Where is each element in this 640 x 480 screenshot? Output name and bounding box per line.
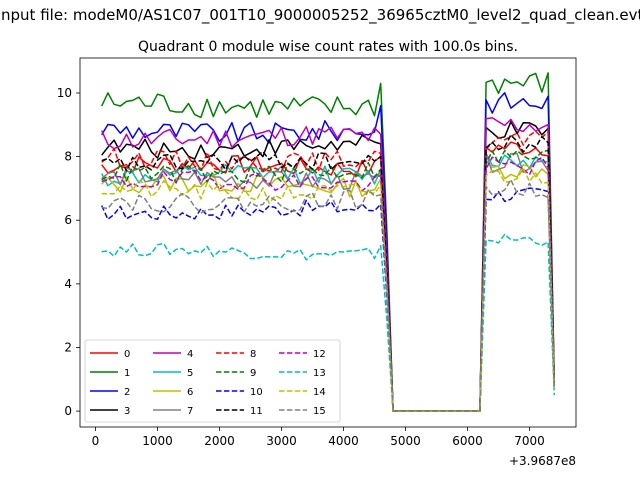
series-line-9 <box>101 149 556 412</box>
legend-label: 0 <box>124 349 130 360</box>
series-line-14 <box>101 167 556 412</box>
plot-lines <box>101 72 556 412</box>
legend-label: 9 <box>250 368 256 379</box>
x-tick-label: 4000 <box>328 434 359 448</box>
y-tick-label: 8 <box>64 150 72 164</box>
legend-label: 15 <box>313 406 326 417</box>
y-tick-label: 4 <box>64 277 72 291</box>
x-tick-label: 6000 <box>452 434 483 448</box>
series-line-8 <box>101 130 556 412</box>
x-tick-label: 2000 <box>204 434 235 448</box>
x-tick-label: 7000 <box>514 434 545 448</box>
legend-label: 8 <box>250 349 256 360</box>
legend-label: 5 <box>187 368 193 379</box>
legend-label: 7 <box>187 406 193 417</box>
legend-label: 11 <box>250 406 263 417</box>
legend-label: 10 <box>250 387 263 398</box>
y-tick-label: 2 <box>64 340 72 354</box>
x-tick-label: 3000 <box>266 434 297 448</box>
y-tick-label: 10 <box>57 86 72 100</box>
plot-frame <box>79 57 577 428</box>
x-tick-label: 5000 <box>390 434 421 448</box>
chart-title: Quadrant 0 module wise count rates with … <box>138 39 518 55</box>
legend-label: 14 <box>313 387 326 398</box>
x-tick-label: 0 <box>92 434 100 448</box>
series-line-15 <box>101 179 556 412</box>
figure-suptitle: Input file: modeM0/AS1C07_001T10_9000005… <box>0 6 640 25</box>
x-axis: 0 1000 2000 3000 4000 5000 6000 7000 <box>92 427 545 448</box>
y-tick-label: 0 <box>64 404 72 418</box>
series-line-13 <box>101 233 556 412</box>
legend-label: 12 <box>313 349 326 360</box>
legend-label: 6 <box>187 387 193 398</box>
x-offset-label: +3.9687e8 <box>509 454 576 468</box>
legend-label: 1 <box>124 368 130 379</box>
legend-frame <box>84 339 341 423</box>
legend-label: 2 <box>124 387 130 398</box>
legend-label: 13 <box>313 368 326 379</box>
y-tick-label: 6 <box>64 213 72 227</box>
legend-label: 3 <box>124 406 130 417</box>
legend-label: 4 <box>187 349 193 360</box>
x-tick-label: 1000 <box>142 434 173 448</box>
y-axis: 0 2 4 6 8 10 <box>57 86 80 418</box>
